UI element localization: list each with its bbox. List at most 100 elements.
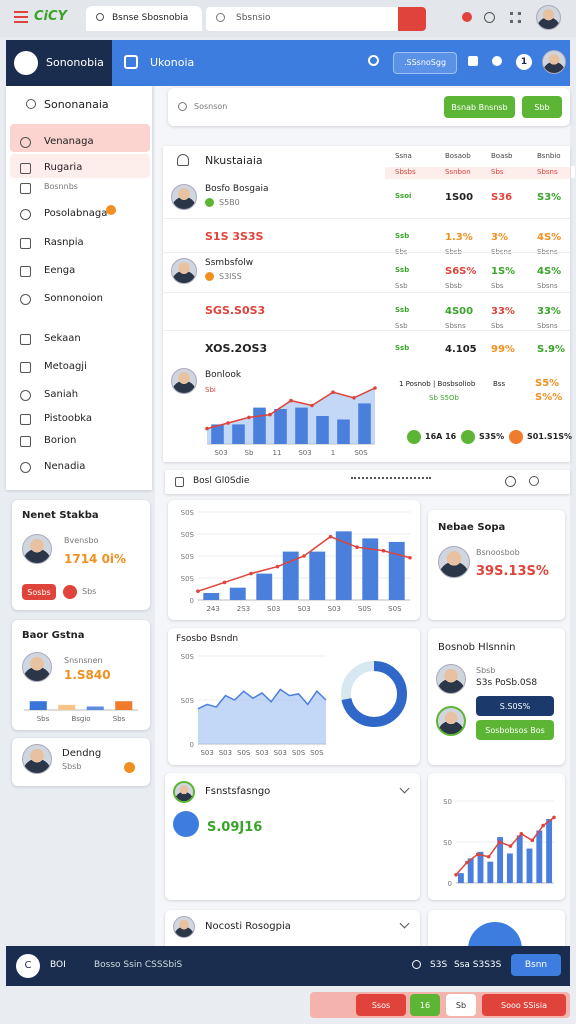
small-chart: 0 S0 S0 xyxy=(443,798,556,888)
sidebar-item[interactable]: Metoagji xyxy=(44,361,87,372)
header-search[interactable] xyxy=(368,55,379,66)
search-box[interactable]: Sbsnsio xyxy=(206,7,426,31)
x-tick-label: S03 xyxy=(274,749,287,757)
tab[interactable]: Bsnse Sbosnobia xyxy=(86,6,202,31)
cell: 4S% xyxy=(537,232,562,243)
x-tick-label: S0S xyxy=(310,749,324,757)
bar xyxy=(211,424,224,444)
toolbar-icons[interactable] xyxy=(351,477,431,487)
line xyxy=(197,688,327,710)
active-item-bg xyxy=(10,124,150,152)
bottom-value: S3S xyxy=(430,960,448,970)
cell-note: Sbsns xyxy=(445,322,466,330)
legend-text: Bss xyxy=(493,380,506,388)
pill: S3S% xyxy=(479,432,505,441)
sidebar-item[interactable]: Sekaan xyxy=(44,333,81,344)
toolbar-icon[interactable] xyxy=(505,476,516,487)
search-button[interactable] xyxy=(398,7,426,31)
avatar xyxy=(436,706,466,736)
menu-button[interactable] xyxy=(14,51,38,75)
sidebar-item[interactable]: Sonnonoion xyxy=(44,293,103,304)
avatar xyxy=(438,546,470,578)
sidebar-item[interactable]: Saniah xyxy=(44,389,79,400)
notification-icon[interactable] xyxy=(462,12,472,22)
column-header: Boasb xyxy=(491,152,513,160)
button[interactable]: Sbb xyxy=(522,96,562,118)
sidebar-icon xyxy=(20,183,31,194)
search-input[interactable]: Sosnson xyxy=(194,102,228,111)
sidebar-item[interactable]: Nenadia xyxy=(44,461,86,472)
line-point xyxy=(408,555,412,560)
row-amount: XOS.2OS3 xyxy=(205,342,268,355)
x-tick-label: S03 xyxy=(298,449,311,457)
header-title: Ukonoia xyxy=(150,56,195,69)
settings-icon[interactable] xyxy=(484,12,495,23)
x-tick-label: S03 xyxy=(297,605,310,613)
bottom-icon[interactable]: C xyxy=(16,954,40,978)
sidebar-item[interactable]: Pistoobka xyxy=(44,413,93,424)
button[interactable]: Sosbobsos Bos xyxy=(476,720,554,740)
search-icon[interactable] xyxy=(412,960,421,969)
avatar xyxy=(171,258,197,284)
button[interactable]: Bsnab Bnsnsb xyxy=(444,96,515,118)
card-title: Baor Gstna xyxy=(22,630,85,641)
row-divider xyxy=(163,218,570,219)
row-sub: Sbi xyxy=(205,386,216,394)
sidebar-item[interactable]: Bosnnbs xyxy=(44,182,78,191)
x-tick-label: 2S3 xyxy=(237,605,250,613)
sidebar-icon xyxy=(20,266,31,277)
main-chart: 0 S0S S0S S0S S0S 243 2S3 S03 S03 S03 S0S S0S xyxy=(181,509,412,613)
line-point xyxy=(328,534,333,539)
area xyxy=(207,388,375,444)
cell: 4.105 xyxy=(445,344,477,355)
line-point xyxy=(352,396,356,400)
cell: S.9% xyxy=(537,344,565,355)
bar xyxy=(203,592,220,600)
cell-note: Sbs xyxy=(491,282,504,290)
line-point xyxy=(355,545,359,549)
sidebar-item[interactable]: Eenga xyxy=(44,265,76,276)
chevron[interactable] xyxy=(399,918,410,929)
avatar[interactable] xyxy=(536,5,561,30)
bar xyxy=(115,701,133,710)
header-icon[interactable] xyxy=(468,56,478,66)
avatar[interactable] xyxy=(542,50,566,74)
cell: Ssb xyxy=(395,344,410,352)
donut-value xyxy=(341,661,407,727)
bar xyxy=(253,407,266,444)
header-icon[interactable] xyxy=(492,56,502,66)
toolbar-icon[interactable] xyxy=(529,476,539,486)
button[interactable]: Ssos xyxy=(356,994,406,1016)
menu-icon[interactable] xyxy=(14,11,28,13)
button[interactable]: Sooo SSisia xyxy=(482,994,566,1016)
apps-icon[interactable] xyxy=(510,12,521,23)
sidebar-item[interactable]: Borion xyxy=(44,435,77,446)
sidebar-item[interactable]: Rugaria xyxy=(44,162,83,173)
area xyxy=(198,689,326,744)
card-button[interactable]: Sosbs xyxy=(22,584,56,600)
badge[interactable]: 1 xyxy=(516,54,532,70)
y-tick-label: 0 xyxy=(190,741,194,749)
button[interactable]: Sb xyxy=(446,994,476,1016)
bar xyxy=(358,403,371,444)
avatar xyxy=(171,184,197,210)
sidebar-item[interactable]: Venanaga xyxy=(44,136,94,147)
sidebar-item[interactable]: Posolabnaga xyxy=(44,208,108,219)
y-tick-label: S0S xyxy=(181,509,195,517)
header-button[interactable]: .SSsnoSgg xyxy=(393,52,457,74)
button[interactable]: 16 xyxy=(410,994,440,1016)
cell: 33% xyxy=(537,306,561,317)
search-panel: Sosnson Bsnab Bnsnsb Sbb xyxy=(168,88,570,126)
legend-text: S5% xyxy=(535,378,560,389)
bottom-button[interactable]: Bsnn xyxy=(511,954,561,976)
bottom-value: Ssa S3S3S xyxy=(454,960,502,970)
sidebar-icon xyxy=(20,390,31,401)
x-tick-label: 243 xyxy=(206,605,219,613)
chevron[interactable] xyxy=(399,783,410,794)
sidebar-item[interactable]: Rasnpia xyxy=(44,237,84,248)
sidebar-icon xyxy=(20,414,31,425)
bar xyxy=(295,407,308,444)
button[interactable]: S.S0S% xyxy=(476,696,554,716)
cell-note: Ssb xyxy=(395,282,408,290)
bar xyxy=(229,587,246,600)
